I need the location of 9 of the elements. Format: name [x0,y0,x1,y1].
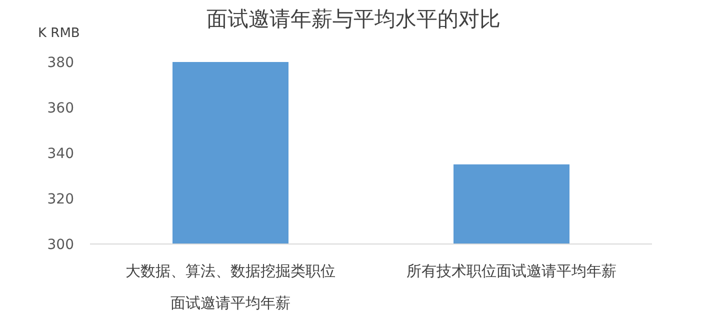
y-tick-label: 340 [47,146,74,162]
y-tick-label: 300 [47,237,74,253]
y-tick-label: 360 [47,100,74,116]
y-tick-label: 320 [47,192,74,208]
x-tick-label: 大数据、算法、数据挖掘类职位面试邀请平均年薪 [126,262,336,312]
x-tick-label: 所有技术职位面试邀请平均年薪 [406,262,616,280]
chart-title: 面试邀请年薪与平均水平的对比 [206,7,500,31]
y-tick-label: 380 [47,55,74,71]
y-axis-title: K RMB [38,26,80,41]
